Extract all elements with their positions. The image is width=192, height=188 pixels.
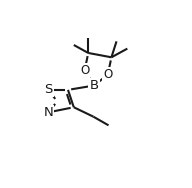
Text: O: O — [103, 68, 113, 81]
Text: N: N — [44, 106, 53, 119]
Text: B: B — [89, 79, 99, 92]
Text: O: O — [80, 64, 89, 77]
Text: S: S — [44, 83, 53, 96]
